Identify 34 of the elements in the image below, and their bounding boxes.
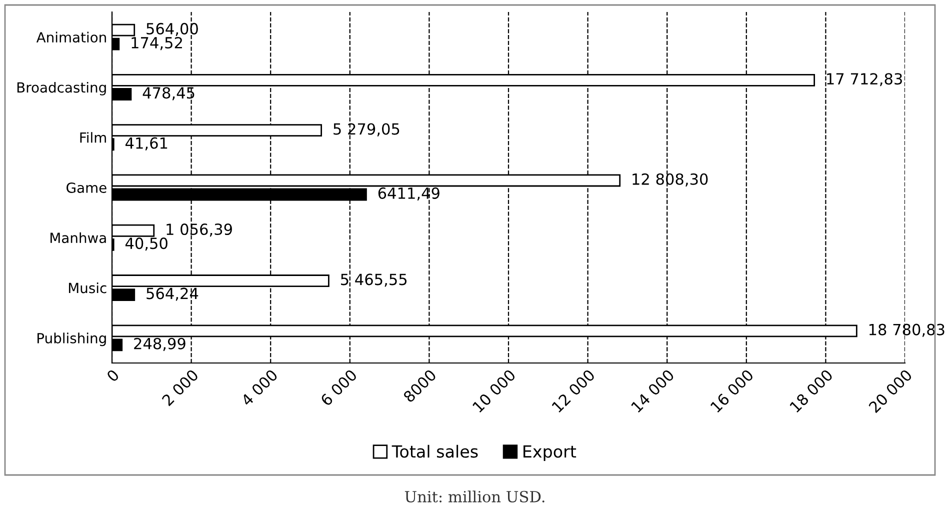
x-tick-label: 14 000 [630, 368, 675, 413]
y-tick-label: Publishing [38, 332, 106, 346]
data-label: 1 056,39 [166, 224, 232, 237]
data-label: 5 279,05 [334, 123, 400, 136]
y-tick-label: Animation [36, 32, 106, 43]
data-label: 564,00 [146, 22, 198, 36]
x-tick-label: 4 000 [240, 368, 278, 407]
y-tick-label: Broadcasting [17, 82, 106, 96]
x-tick-label: 0 [106, 368, 120, 382]
legend-label: Total sales [392, 444, 478, 458]
data-label: 564,24 [146, 288, 198, 301]
y-tick-label: Film [80, 132, 106, 143]
data-label: 6411,49 [378, 187, 440, 201]
x-tick-label: 6 000 [320, 368, 358, 406]
x-tick-label: 16 000 [710, 368, 754, 413]
legend-label: Export [524, 445, 576, 461]
data-label: 478,45 [142, 87, 194, 100]
y-tick-label: Music [68, 282, 106, 294]
data-label: 174,52 [132, 36, 182, 50]
text: Unit: million USD. [404, 490, 544, 502]
data-label: 17 712,83 [827, 73, 902, 86]
data-label: 5 465,55 [341, 274, 407, 287]
data-label: 41,61 [126, 137, 168, 150]
x-tick-label: 2 000 [161, 368, 199, 406]
y-tick-label: Game [66, 182, 106, 193]
y-tick-label: Manhwa [50, 232, 106, 244]
data-label: 18 780,83 [869, 324, 944, 337]
x-tick-label: 10 000 [472, 368, 516, 413]
x-tick-label: 20 000 [868, 368, 913, 414]
data-label: 12 808,30 [632, 173, 708, 186]
data-label: 40,50 [125, 238, 168, 251]
data-label: 248,99 [134, 338, 186, 351]
x-tick-label: 12 000 [551, 368, 596, 413]
x-tick-label: 18 000 [789, 368, 834, 413]
